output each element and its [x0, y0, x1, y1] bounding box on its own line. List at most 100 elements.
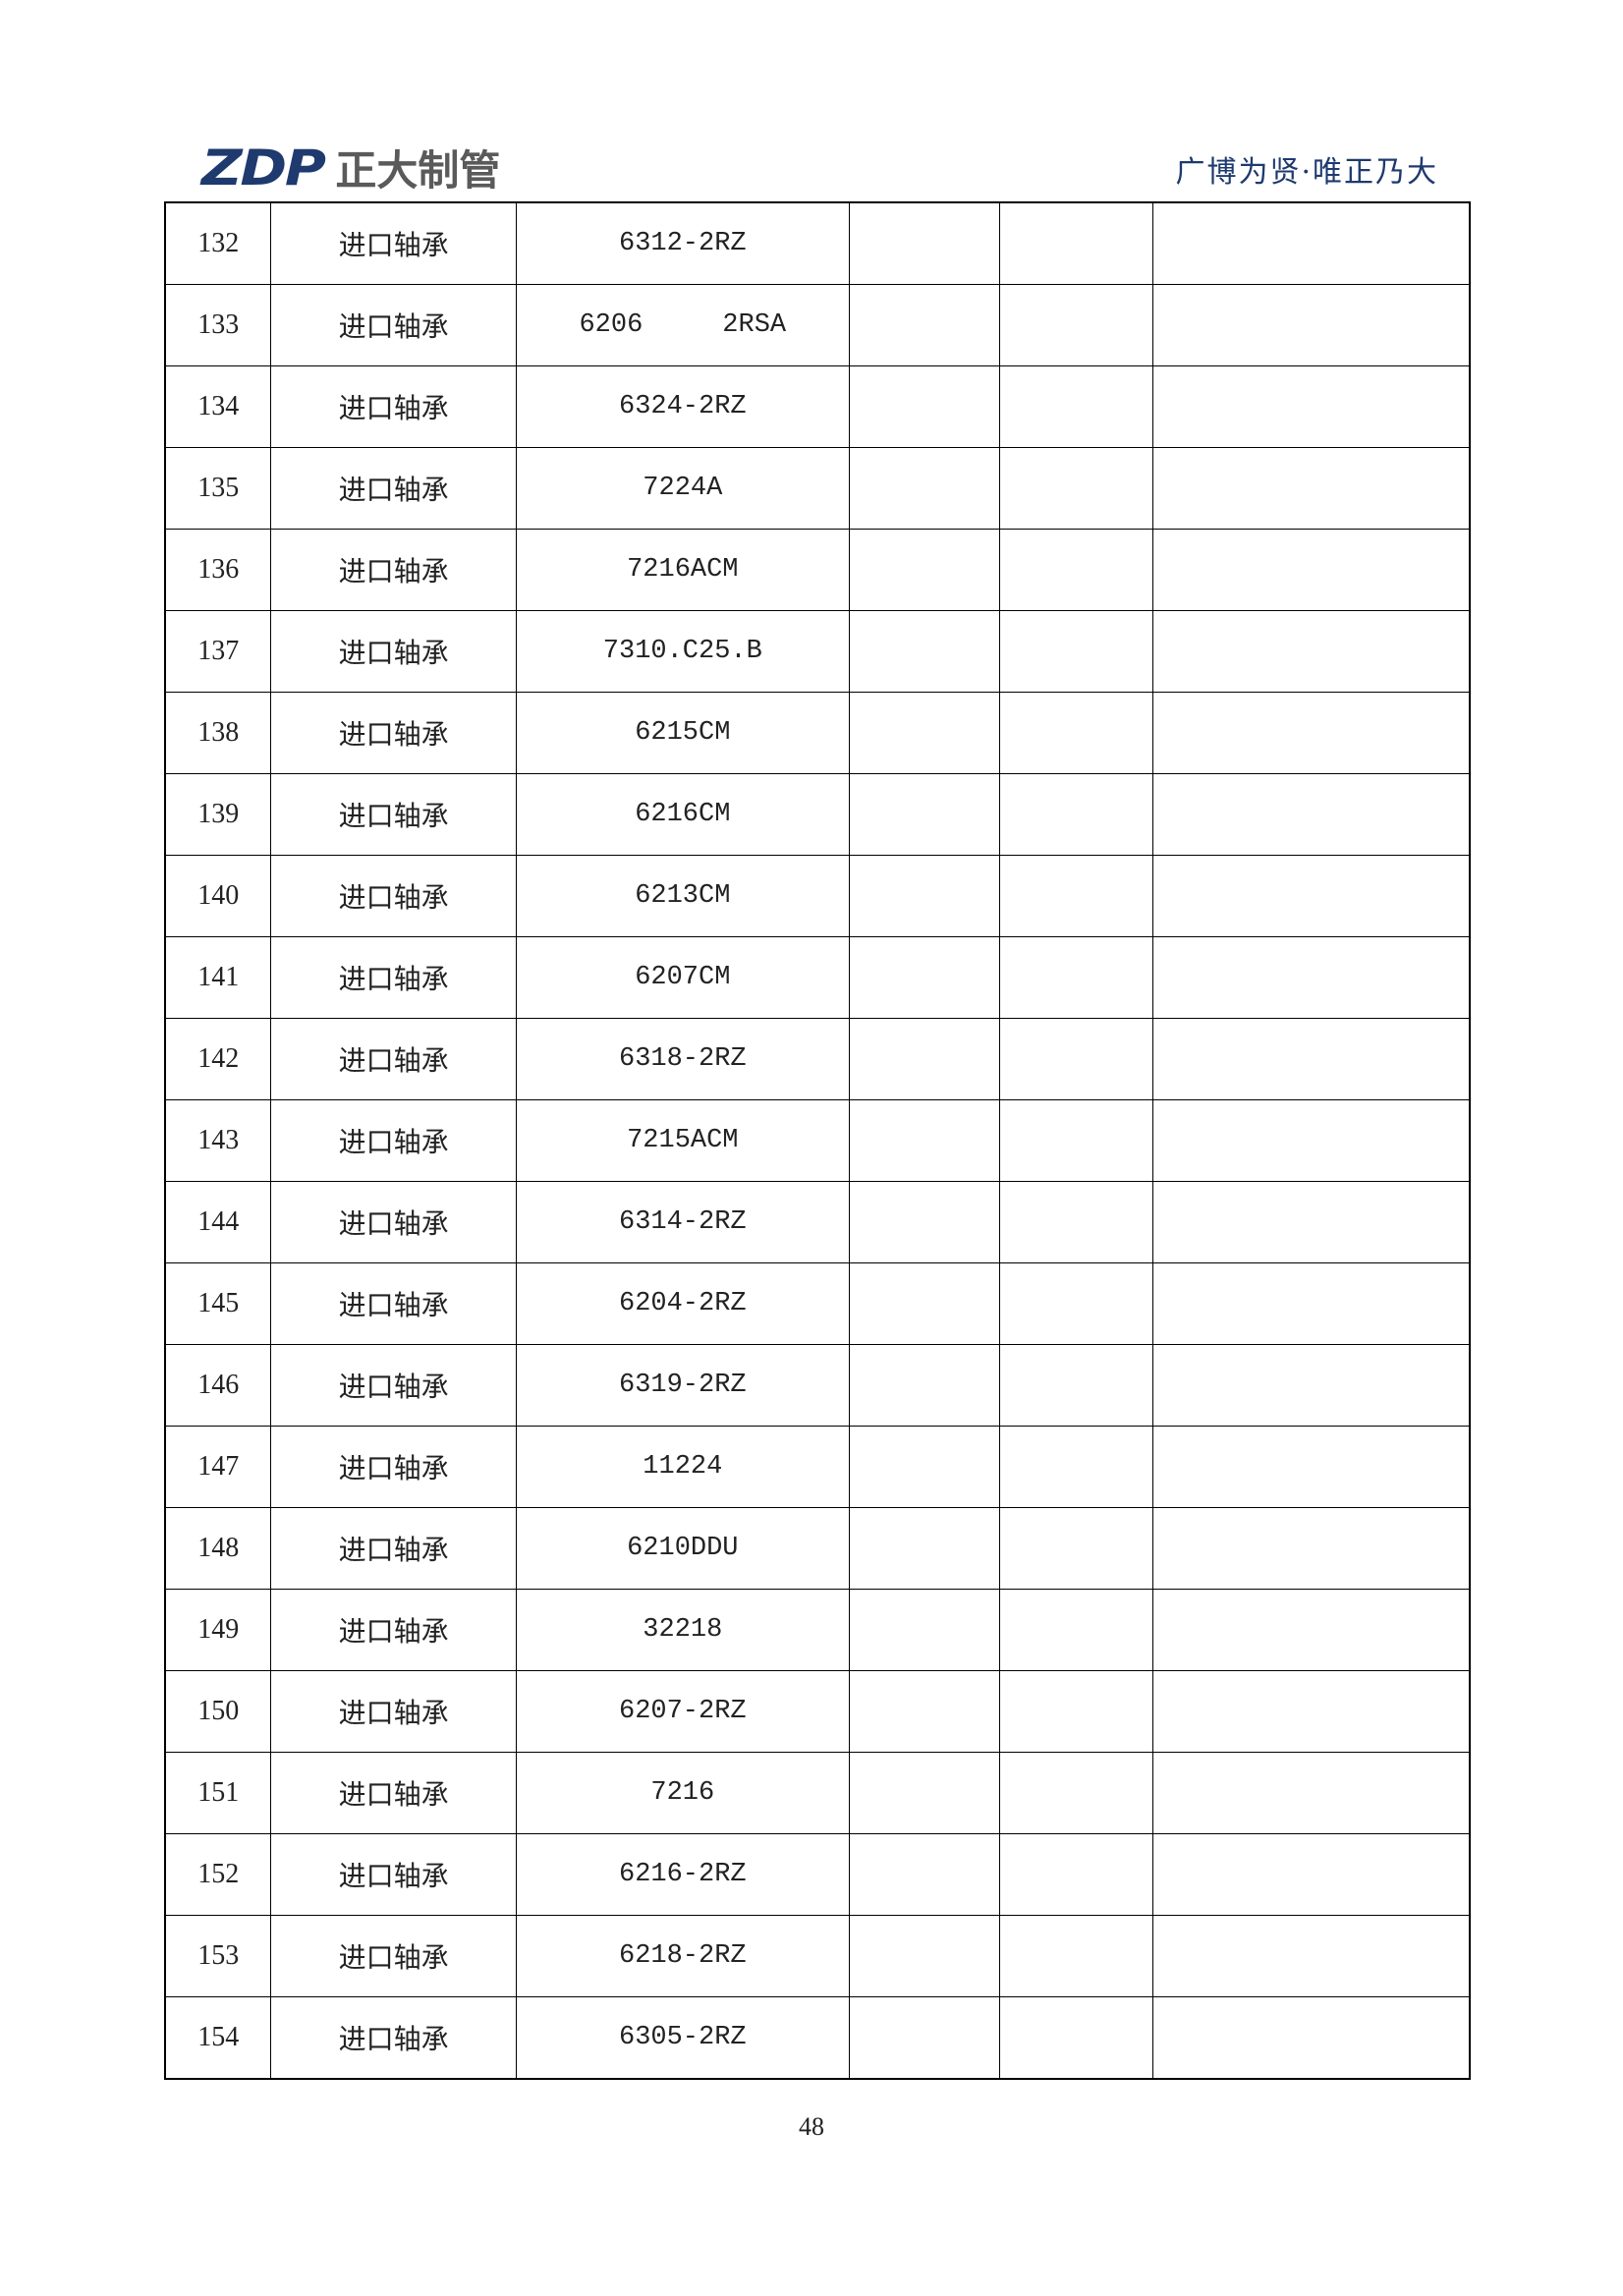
- table-row: 153 进口轴承 6218-2RZ: [164, 1915, 1471, 1997]
- row-number: 153: [164, 1915, 272, 1997]
- row-number: 143: [164, 1099, 272, 1182]
- empty-cell: [1152, 201, 1471, 285]
- empty-cell: [1152, 365, 1471, 448]
- row-number: 132: [164, 201, 272, 285]
- empty-cell: [1152, 1589, 1471, 1671]
- item-model: 7216: [515, 1752, 850, 1834]
- empty-cell: [848, 1181, 1001, 1263]
- empty-cell: [848, 447, 1001, 530]
- row-number: 134: [164, 365, 272, 448]
- row-number: 154: [164, 1996, 272, 2080]
- empty-cell: [1152, 1670, 1471, 1753]
- empty-cell: [999, 610, 1154, 693]
- empty-cell: [999, 1752, 1154, 1834]
- empty-cell: [999, 1589, 1154, 1671]
- item-model: 6218-2RZ: [515, 1915, 850, 1997]
- logo-company-name: 正大制管: [335, 146, 501, 195]
- empty-cell: [1152, 529, 1471, 611]
- table-row: 134 进口轴承 6324-2RZ: [164, 365, 1471, 448]
- empty-cell: [1152, 1996, 1471, 2080]
- row-number: 150: [164, 1670, 272, 1753]
- item-name: 进口轴承: [270, 1262, 517, 1345]
- empty-cell: [999, 1018, 1154, 1100]
- empty-cell: [1152, 1752, 1471, 1834]
- empty-cell: [999, 447, 1154, 530]
- item-model: 6216CM: [515, 773, 850, 856]
- table-row: 150 进口轴承 6207-2RZ: [164, 1670, 1471, 1753]
- item-name: 进口轴承: [270, 1833, 517, 1916]
- item-name: 进口轴承: [270, 1426, 517, 1508]
- empty-cell: [848, 1589, 1001, 1671]
- item-model: 7224A: [515, 447, 850, 530]
- item-name: 进口轴承: [270, 855, 517, 937]
- row-number: 144: [164, 1181, 272, 1263]
- item-model: 6305-2RZ: [515, 1996, 850, 2080]
- table-row: 152 进口轴承 6216-2RZ: [164, 1833, 1471, 1916]
- item-name: 进口轴承: [270, 1099, 517, 1182]
- table-row: 141 进口轴承 6207CM: [164, 936, 1471, 1019]
- item-name: 进口轴承: [270, 610, 517, 693]
- empty-cell: [999, 1181, 1154, 1263]
- row-number: 152: [164, 1833, 272, 1916]
- table-row: 146 进口轴承 6319-2RZ: [164, 1344, 1471, 1427]
- empty-cell: [848, 773, 1001, 856]
- empty-cell: [1152, 692, 1471, 774]
- item-model: 32218: [515, 1589, 850, 1671]
- empty-cell: [848, 1915, 1001, 1997]
- empty-cell: [1152, 936, 1471, 1019]
- item-model: 6213CM: [515, 855, 850, 937]
- empty-cell: [848, 610, 1001, 693]
- item-model: 7310.C25.B: [515, 610, 850, 693]
- empty-cell: [848, 1833, 1001, 1916]
- empty-cell: [848, 201, 1001, 285]
- item-model: 6207CM: [515, 936, 850, 1019]
- row-number: 140: [164, 855, 272, 937]
- item-name: 进口轴承: [270, 365, 517, 448]
- item-name: 进口轴承: [270, 1752, 517, 1834]
- empty-cell: [1152, 284, 1471, 366]
- item-name: 进口轴承: [270, 1996, 517, 2080]
- table-row: 148 进口轴承 6210DDU: [164, 1507, 1471, 1590]
- bearing-table: 132 进口轴承 6312-2RZ 133 进口轴承 6206 2RSA 134 进口轴承 63…: [164, 201, 1471, 2080]
- item-model: 6324-2RZ: [515, 365, 850, 448]
- item-name: 进口轴承: [270, 1670, 517, 1753]
- empty-cell: [848, 284, 1001, 366]
- item-model: 6312-2RZ: [515, 201, 850, 285]
- empty-cell: [1152, 1262, 1471, 1345]
- table-row: 151 进口轴承 7216: [164, 1752, 1471, 1834]
- empty-cell: [1152, 1507, 1471, 1590]
- empty-cell: [848, 1507, 1001, 1590]
- item-name: 进口轴承: [270, 936, 517, 1019]
- empty-cell: [848, 1344, 1001, 1427]
- item-model: 6319-2RZ: [515, 1344, 850, 1427]
- empty-cell: [848, 365, 1001, 448]
- item-name: 进口轴承: [270, 529, 517, 611]
- page-number: 48: [799, 2112, 824, 2141]
- empty-cell: [999, 692, 1154, 774]
- empty-cell: [848, 1996, 1001, 2080]
- table-row: 154 进口轴承 6305-2RZ: [164, 1996, 1471, 2080]
- empty-cell: [999, 855, 1154, 937]
- empty-cell: [848, 1752, 1001, 1834]
- empty-cell: [999, 1833, 1154, 1916]
- row-number: 141: [164, 936, 272, 1019]
- item-model: 11224: [515, 1426, 850, 1508]
- empty-cell: [999, 1344, 1154, 1427]
- item-name: 进口轴承: [270, 1589, 517, 1671]
- row-number: 149: [164, 1589, 272, 1671]
- empty-cell: [848, 855, 1001, 937]
- row-number: 136: [164, 529, 272, 611]
- empty-cell: [999, 365, 1154, 448]
- item-model: 6318-2RZ: [515, 1018, 850, 1100]
- empty-cell: [999, 773, 1154, 856]
- row-number: 148: [164, 1507, 272, 1590]
- item-name: 进口轴承: [270, 1915, 517, 1997]
- item-model: 6210DDU: [515, 1507, 850, 1590]
- table-row: 140 进口轴承 6213CM: [164, 855, 1471, 937]
- row-number: 138: [164, 692, 272, 774]
- item-model: 6207-2RZ: [515, 1670, 850, 1753]
- table-row: 143 进口轴承 7215ACM: [164, 1099, 1471, 1182]
- item-name: 进口轴承: [270, 1181, 517, 1263]
- empty-cell: [1152, 610, 1471, 693]
- table-row: 137 进口轴承 7310.C25.B: [164, 610, 1471, 693]
